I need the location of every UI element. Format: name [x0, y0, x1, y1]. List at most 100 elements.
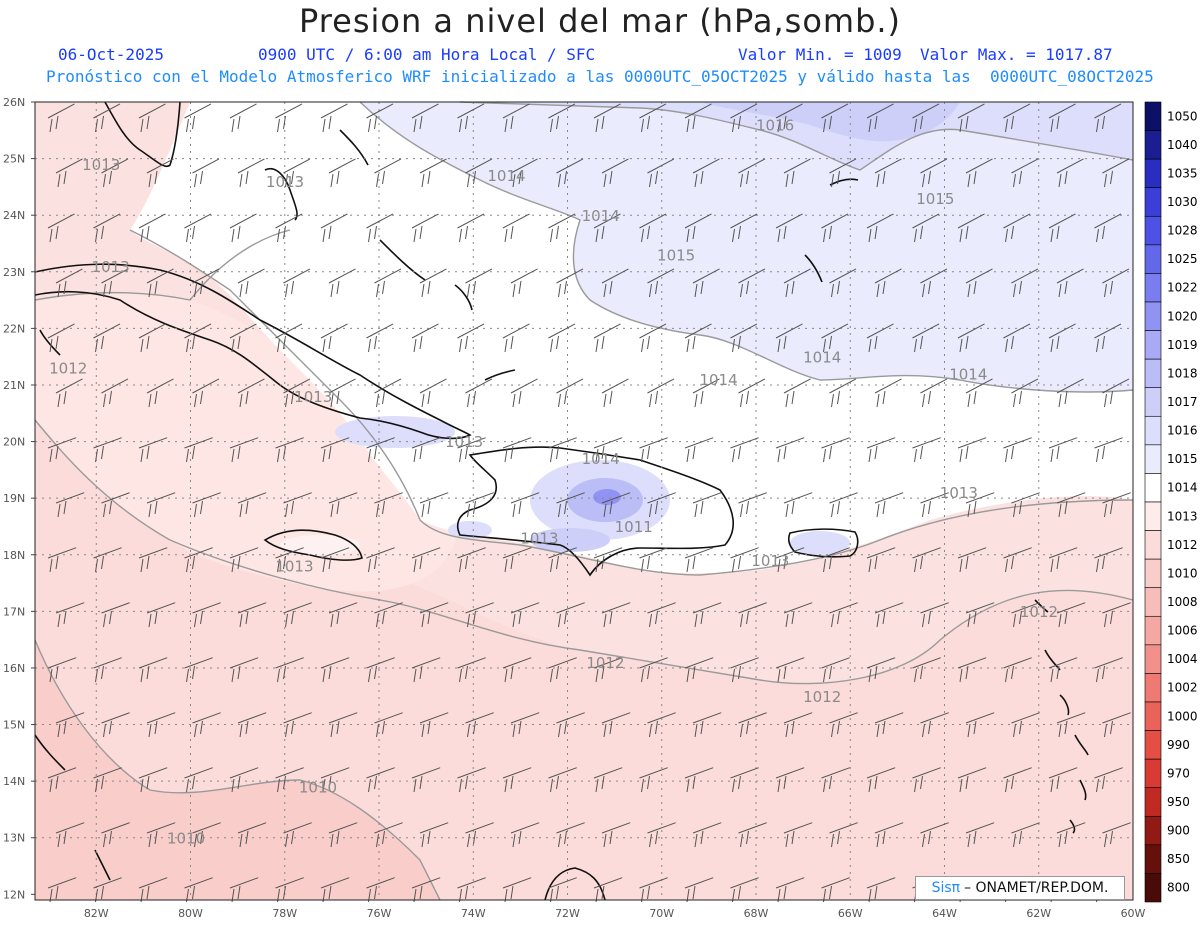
- wind-barb: [237, 378, 265, 408]
- wind-barb: [775, 767, 805, 793]
- wind-barb: [55, 158, 83, 188]
- wind-barb: [556, 822, 585, 848]
- lat-label: 13N: [3, 832, 25, 845]
- wind-barb: [692, 158, 720, 188]
- wind-barb: [510, 492, 540, 518]
- wind-barb: [920, 712, 949, 738]
- wind-barb: [639, 213, 667, 243]
- isobar-label: 1011: [615, 518, 653, 536]
- wind-barb: [920, 268, 948, 298]
- colorbar-label: 1022: [1167, 281, 1198, 295]
- isobar-label: 1012: [803, 688, 841, 706]
- valid-time: 0900 UTC / 6:00 am Hora Local / SFC: [258, 45, 596, 64]
- colorbar-swatch: [1144, 730, 1162, 760]
- wind-barb: [738, 492, 767, 518]
- wind-barb: [593, 323, 621, 353]
- colorbar-swatch: [1144, 387, 1162, 417]
- wind-barb: [229, 657, 259, 683]
- colorbar-label: 1002: [1167, 681, 1198, 695]
- latitude-labels: 26N 25N 24N 23N 22N 21N 20N 19N 18N 17N 16N 15N 14N 1…: [3, 96, 35, 901]
- colorbar-swatch: [1144, 301, 1162, 331]
- wind-barb: [465, 492, 494, 518]
- wind-barb: [146, 822, 176, 848]
- wind-barb: [502, 437, 532, 463]
- wind-barb: [502, 103, 530, 133]
- wind-barb: [556, 602, 585, 628]
- colorbar-label: 1050: [1167, 109, 1198, 123]
- wind-barb: [283, 492, 312, 518]
- wind-barb: [283, 822, 312, 848]
- wind-barb: [957, 103, 985, 133]
- colorbar-label: 1016: [1167, 424, 1198, 438]
- wind-barb: [320, 323, 348, 353]
- wind-barb: [374, 268, 402, 298]
- wind-barb: [184, 437, 213, 463]
- wind-barb: [730, 547, 759, 573]
- wind-barb: [366, 323, 394, 353]
- wind-barb: [639, 767, 668, 793]
- wind-barb: [93, 767, 122, 793]
- wind-barb: [920, 378, 948, 408]
- wind-barb: [730, 103, 758, 133]
- wind-barb: [1003, 547, 1032, 573]
- wind-barb: [93, 437, 122, 463]
- wind-barb: [366, 657, 395, 683]
- colorbar-label: 1028: [1167, 224, 1198, 238]
- wind-barb: [328, 158, 356, 188]
- lat-label: 26N: [3, 96, 25, 109]
- wind-barb: [502, 547, 532, 573]
- wind-barb: [101, 378, 129, 408]
- wind-barb: [320, 547, 350, 573]
- wind-barb: [593, 547, 623, 573]
- isobar-label: 1014: [487, 167, 525, 185]
- lat-label: 21N: [3, 379, 25, 392]
- isobar-label: 1014: [582, 450, 620, 468]
- wind-barb: [821, 437, 850, 463]
- colorbar-label: 1010: [1167, 566, 1198, 580]
- wind-barb: [328, 378, 356, 408]
- wind-barb: [465, 378, 493, 408]
- wind-barb: [821, 657, 850, 683]
- wind-barb: [548, 767, 577, 793]
- wind-barb: [1011, 822, 1040, 848]
- wind-barb: [775, 213, 803, 243]
- isobar-label: 1014: [582, 207, 620, 225]
- wind-barb: [965, 268, 993, 298]
- wind-barb: [866, 767, 896, 793]
- isobar-label: 1013: [82, 156, 120, 174]
- wind-barb: [912, 437, 941, 463]
- cuba-coast: [34, 263, 472, 440]
- colorbar-swatch: [1144, 873, 1162, 903]
- wind-barb: [502, 657, 532, 683]
- isobar-label: 1014: [699, 371, 737, 389]
- colorbar-swatch: [1144, 444, 1162, 474]
- wind-barb: [502, 323, 530, 353]
- wind-barb: [920, 492, 949, 518]
- lon-label: 82W: [84, 907, 109, 920]
- wind-barb: [1003, 213, 1031, 243]
- wind-barb: [730, 437, 759, 463]
- wind-barb: [55, 378, 83, 408]
- colorbar-swatch: [1144, 130, 1162, 160]
- wind-barb: [457, 213, 485, 243]
- wind-barb: [374, 378, 402, 408]
- colorbar-swatch: [1144, 215, 1162, 246]
- wind-barb: [55, 268, 83, 298]
- wind-barb: [1056, 822, 1086, 848]
- colorbar-label: 1006: [1167, 624, 1198, 638]
- wind-barb: [957, 767, 987, 793]
- longitude-labels: 82W 80W 78W 76W 74W 72W 70W 68W 66W 64W 62W 60W: [84, 907, 1146, 920]
- hispaniola-coast: [456, 446, 735, 577]
- lon-label: 66W: [838, 907, 863, 920]
- wind-barb: [692, 712, 722, 738]
- wind-barb: [593, 657, 623, 683]
- wind-barb: [419, 602, 449, 628]
- wind-barb: [229, 547, 259, 573]
- wind-barb: [237, 158, 265, 188]
- wind-barb: [275, 213, 303, 243]
- wind-barb: [374, 602, 403, 628]
- colorbar-swatch: [1144, 844, 1162, 874]
- wind-barb: [328, 712, 358, 738]
- wind-barb: [1056, 268, 1084, 298]
- wind-barb: [1003, 767, 1032, 793]
